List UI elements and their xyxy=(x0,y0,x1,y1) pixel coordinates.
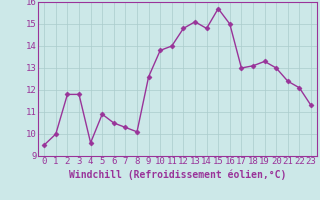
X-axis label: Windchill (Refroidissement éolien,°C): Windchill (Refroidissement éolien,°C) xyxy=(69,169,286,180)
